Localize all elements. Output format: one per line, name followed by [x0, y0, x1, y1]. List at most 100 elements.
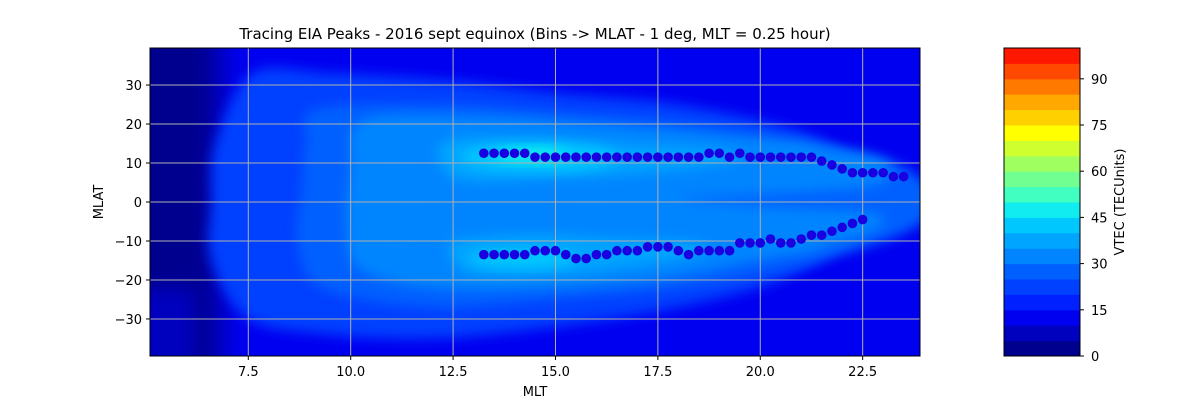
- colorbar-segment: [1004, 63, 1080, 80]
- north-peak-point: [755, 152, 766, 162]
- south-peak-point: [622, 245, 632, 256]
- north-peak-point: [734, 148, 745, 159]
- colorbar-segment: [1004, 125, 1080, 141]
- chart-title: Tracing EIA Peaks - 2016 sept equinox (B…: [238, 25, 830, 43]
- vtec-contour-field: [150, 48, 920, 356]
- colorbar-segment: [1004, 186, 1080, 203]
- south-peak-point: [796, 234, 807, 244]
- colorbar-segment: [1004, 155, 1080, 172]
- south-peak-point: [704, 245, 714, 256]
- north-peak-point: [673, 152, 684, 162]
- colorbar-segment: [1004, 140, 1080, 157]
- north-peak-point: [775, 152, 786, 162]
- y-tick-label: 20: [125, 118, 142, 133]
- colorbar: [1004, 48, 1080, 357]
- colorbar-tick-label: 60: [1091, 165, 1108, 180]
- north-peak-point: [601, 152, 612, 162]
- south-peak-point: [724, 245, 735, 256]
- north-peak-point: [888, 171, 899, 182]
- south-peak-point: [519, 249, 530, 260]
- south-peak-point: [806, 230, 817, 240]
- north-peak-point: [489, 148, 499, 159]
- north-peak-point: [683, 152, 694, 162]
- north-peak-point: [571, 152, 581, 162]
- y-tick-label: 10: [125, 157, 142, 172]
- south-peak-point: [683, 249, 694, 260]
- colorbar-segment: [1004, 109, 1080, 126]
- plot-area: [150, 48, 920, 356]
- eia-peak-markers: [479, 148, 909, 264]
- north-peak-point: [694, 152, 704, 162]
- colorbar-segment: [1004, 309, 1080, 326]
- colorbar-label: VTEC (TECUnits): [1113, 149, 1128, 256]
- x-axis-label: MLT: [523, 385, 548, 400]
- colorbar-tick-label: 30: [1091, 258, 1108, 273]
- y-tick-label: −10: [115, 235, 142, 250]
- south-peak-point: [673, 245, 684, 256]
- colorbar-segment: [1004, 294, 1080, 311]
- colorbar-tick-label: 75: [1091, 119, 1108, 134]
- north-peak-point: [827, 160, 837, 170]
- south-peak-point: [734, 238, 745, 248]
- south-peak-point: [601, 249, 612, 260]
- colorbar-tick-label: 15: [1091, 304, 1108, 319]
- x-tick-label: 15.0: [541, 365, 570, 380]
- south-peak-point: [509, 249, 520, 260]
- north-peak-point: [816, 156, 827, 166]
- north-peak-point: [519, 148, 530, 159]
- north-peak-point: [847, 167, 858, 178]
- north-peak-point: [479, 148, 489, 159]
- colorbar-segment: [1004, 232, 1080, 249]
- north-peak-point: [581, 152, 591, 162]
- north-peak-point: [724, 152, 735, 162]
- colorbar-segment: [1004, 248, 1080, 265]
- south-peak-point: [714, 245, 725, 256]
- north-peak-point: [878, 167, 888, 178]
- south-peak-point: [694, 245, 704, 256]
- south-peak-point: [560, 249, 571, 260]
- south-peak-point: [755, 238, 766, 248]
- south-peak-point: [775, 238, 786, 248]
- colorbar-segment: [1004, 279, 1080, 295]
- x-axis-ticks: 7.5 10.0 12.5 15.0 17.5 20.0 22.5: [238, 356, 877, 380]
- north-peak-point: [612, 152, 622, 162]
- colorbar-tick-label: 90: [1091, 73, 1108, 88]
- south-peak-point: [837, 222, 847, 233]
- south-peak-point: [642, 242, 653, 252]
- colorbar-tick-label: 0: [1091, 350, 1099, 365]
- colorbar-segment: [1004, 217, 1080, 234]
- south-peak-point: [479, 249, 489, 260]
- north-peak-point: [704, 148, 714, 159]
- x-tick-label: 17.5: [643, 365, 672, 380]
- north-peak-point: [857, 167, 868, 178]
- south-peak-point: [591, 249, 602, 260]
- y-tick-label: 30: [125, 79, 142, 94]
- y-tick-label: −30: [115, 313, 142, 328]
- y-tick-label: −20: [115, 274, 142, 289]
- north-peak-point: [530, 152, 540, 162]
- north-peak-point: [765, 152, 776, 162]
- colorbar-ticks: 0 15 30 45 60 75 90: [1080, 73, 1108, 365]
- south-peak-point: [530, 245, 540, 256]
- north-peak-point: [499, 148, 510, 159]
- south-peak-point: [550, 245, 561, 256]
- north-peak-point: [786, 152, 796, 162]
- south-peak-point: [612, 245, 622, 256]
- south-peak-point: [816, 230, 827, 240]
- north-peak-point: [898, 171, 909, 182]
- north-peak-point: [550, 152, 561, 162]
- x-tick-label: 12.5: [439, 365, 468, 380]
- south-peak-point: [499, 249, 510, 260]
- north-peak-point: [806, 152, 817, 162]
- colorbar-segment: [1004, 340, 1080, 357]
- colorbar-segment: [1004, 202, 1080, 218]
- north-peak-point: [653, 152, 663, 162]
- south-peak-point: [653, 242, 663, 252]
- south-peak-point: [632, 245, 643, 256]
- y-axis-ticks: −30 −20 −10 0 10 20 30: [115, 79, 150, 328]
- y-tick-label: 0: [134, 196, 142, 211]
- colorbar-tick-label: 45: [1091, 211, 1108, 226]
- north-peak-point: [714, 148, 725, 159]
- south-peak-point: [663, 242, 673, 252]
